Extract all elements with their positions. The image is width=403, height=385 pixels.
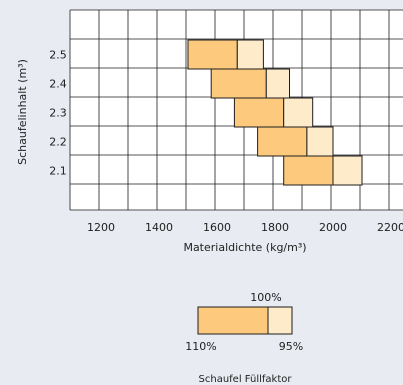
y-tick-labels: 2.5 2.4 2.3 2.2 2.1: [49, 49, 67, 178]
x-tick-label: 1200: [87, 221, 115, 234]
legend-swatch-110: [197, 306, 269, 335]
bar-segment-95-2.3: [283, 97, 314, 128]
y-tick-label: 2.1: [49, 165, 67, 178]
bar-segment-95-2.1: [332, 155, 363, 186]
x-tick-label: 1800: [261, 221, 289, 234]
x-tick-label: 1400: [145, 221, 173, 234]
bar-segment-110-2.2: [257, 126, 308, 157]
x-tick-labels: 1200 1400 1600 1800 2000 2200: [87, 221, 403, 234]
bar-segment-95-2.5: [236, 39, 264, 70]
legend-label-110: 110%: [185, 340, 216, 353]
bar-segment-110-2.1: [283, 155, 334, 186]
x-axis-label: Materialdichte (kg/m³): [183, 241, 306, 254]
bar-segment-110-2.4: [210, 68, 267, 99]
x-tick-label: 1600: [203, 221, 231, 234]
bar-segment-95-2.2: [306, 126, 334, 157]
y-tick-label: 2.2: [49, 136, 67, 149]
bar-segment-95-2.4: [265, 68, 290, 99]
x-tick-label: 2000: [319, 221, 347, 234]
y-tick-label: 2.5: [49, 49, 67, 62]
legend-title: Schaufel Füllfaktor: [199, 374, 293, 385]
x-tick-label: 2200: [377, 221, 403, 234]
y-tick-label: 2.4: [49, 78, 67, 91]
legend-label-100: 100%: [250, 291, 281, 304]
bar-segment-110-2.5: [187, 39, 238, 70]
y-tick-label: 2.3: [49, 107, 67, 120]
bar-segment-110-2.3: [233, 97, 285, 128]
legend-label-95: 95%: [279, 340, 303, 353]
bars-layer: [187, 39, 363, 186]
legend-swatch-95: [267, 306, 293, 335]
legend: 100% 110% 95% Schaufel Füllfaktor: [185, 291, 303, 385]
y-axis-label: Schaufelinhalt (m³): [16, 59, 29, 165]
